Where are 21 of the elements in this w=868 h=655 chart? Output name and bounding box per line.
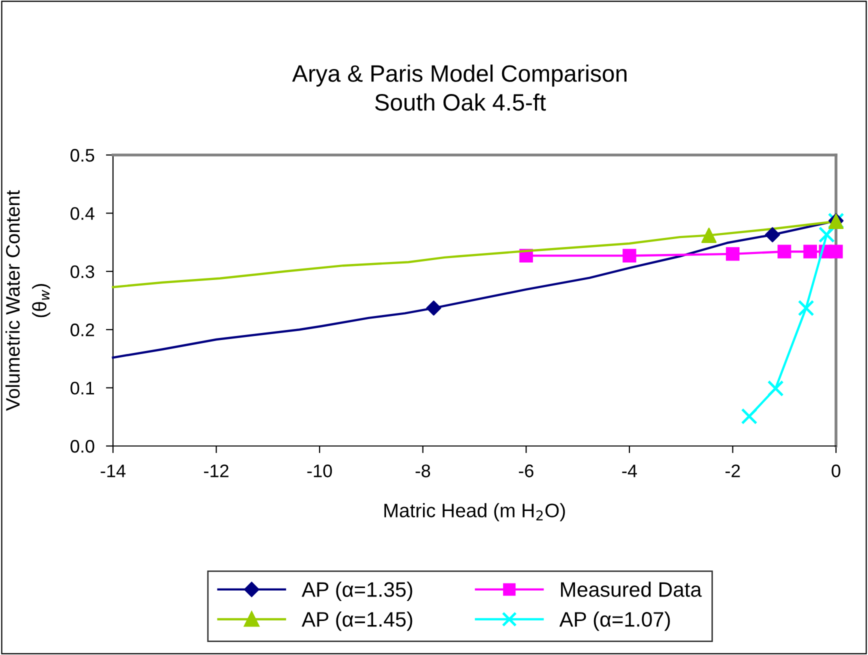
x-tick-label: -12: [204, 464, 228, 478]
y-tick-label: 0.5: [70, 148, 94, 162]
x-tick-label: -2: [725, 464, 740, 478]
y-tick-label: 0.2: [70, 324, 94, 336]
legend-label: AP (α=1.45): [302, 611, 412, 631]
chart-title: Arya & Paris Model Comparison South Oak 4.5-ft: [292, 64, 626, 111]
x-tick-label: -6: [518, 464, 534, 478]
legend-label: AP (α=1.35): [302, 582, 412, 602]
y-tick-label: 0.4: [70, 207, 94, 220]
x-axis-title: Matric Head (m H$_{2}$O): [384, 503, 565, 522]
x-tick-label: -14: [100, 464, 126, 478]
x-tick-label: -8: [416, 464, 430, 478]
x-tick-label: 0: [832, 464, 840, 478]
y-tick-label: 0.0: [70, 440, 94, 453]
y-tick-label: 0.3: [70, 265, 94, 278]
y-axis-title: Volumetric Water Content (θ$_{w}$): [5, 190, 50, 411]
y-tick-label: 0.1: [70, 382, 94, 395]
x-tick-label: -4: [622, 464, 637, 478]
legend-label: AP (α=1.07): [559, 611, 670, 631]
x-tick-label: -10: [307, 464, 332, 478]
legend-label: Measured Data: [561, 582, 702, 597]
